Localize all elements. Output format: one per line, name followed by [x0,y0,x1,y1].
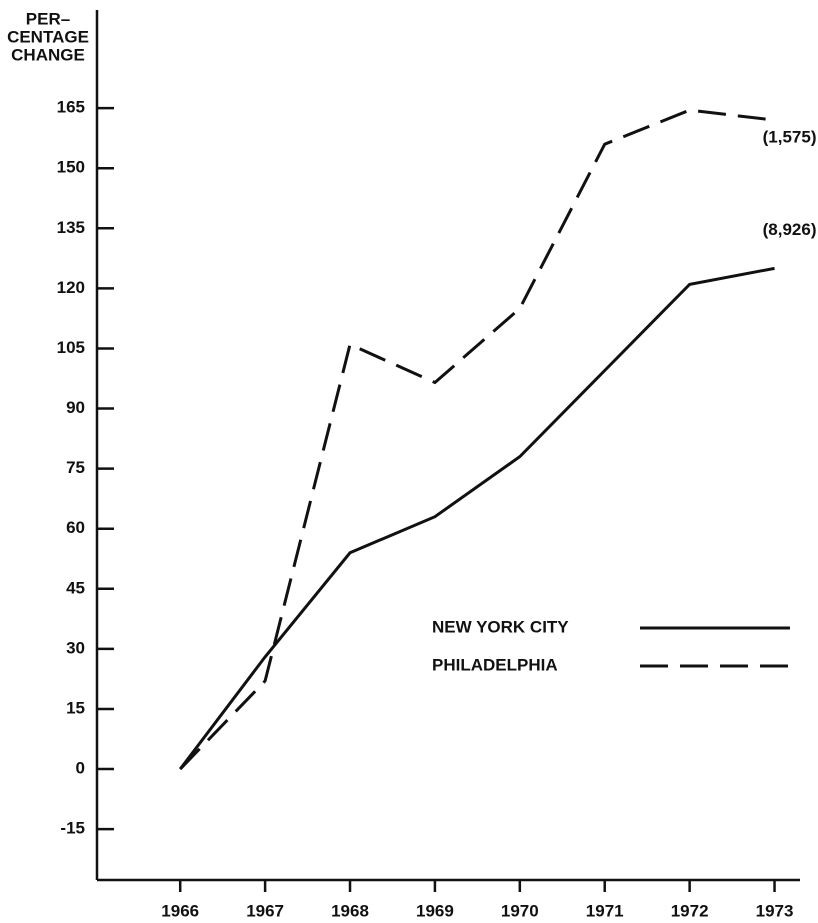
x-tick-label: 1968 [331,901,369,920]
y-tick-label: 45 [66,578,85,597]
y-tick-label: 60 [66,518,85,537]
y-tick-label: 105 [57,338,85,357]
y-tick-label: 30 [66,638,85,657]
y-tick-label: 135 [57,218,85,237]
y-axis-label: CHANGE [11,45,85,64]
end-label: (1,575) [763,128,817,147]
y-tick-label: 0 [76,759,85,778]
x-tick-label: 1972 [671,901,709,920]
x-tick-label: 1970 [501,901,539,920]
y-tick-label: 75 [66,458,85,477]
y-tick-label: 15 [66,698,85,717]
series-line [179,266,775,770]
y-tick-label: 90 [66,398,85,417]
legend-label: PHILADELPHIA [432,655,558,674]
y-axis-label: CENTAGE [7,27,89,46]
y-tick-label: 150 [57,158,85,177]
y-axis-label: PER– [26,9,70,28]
x-tick-label: 1973 [756,901,794,920]
legend-label: NEW YORK CITY [432,617,569,636]
x-tick-label: 1971 [586,901,624,920]
end-label: (8,926) [763,220,817,239]
x-tick-label: 1967 [246,901,284,920]
series-line [179,108,775,771]
x-tick-label: 1966 [161,901,199,920]
x-tick-label: 1969 [416,901,454,920]
y-tick-label: 120 [57,278,85,297]
y-tick-label: -15 [60,819,85,838]
y-tick-label: 165 [57,98,85,117]
